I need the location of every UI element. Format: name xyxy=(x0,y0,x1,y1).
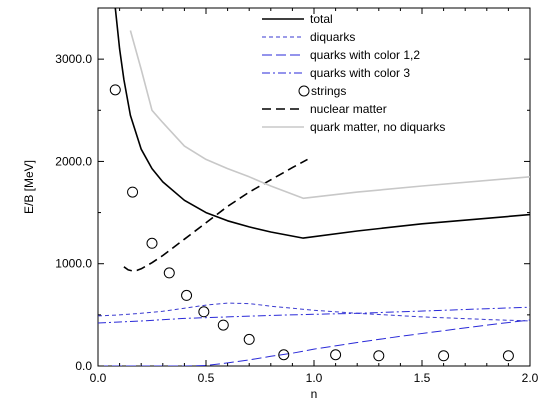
data-point xyxy=(217,319,229,331)
legend-entry-total: total xyxy=(262,12,333,26)
y-tick-label: 1000.0 xyxy=(55,257,92,271)
legend-marker xyxy=(298,85,310,97)
x-axis-label: n xyxy=(311,387,318,401)
legend-entry-quark-matter-no-diquarks: quark matter, no diquarks xyxy=(262,120,445,134)
series-layer xyxy=(98,8,530,366)
data-point xyxy=(438,350,450,362)
y-axis-label: E/B [MeV] xyxy=(22,160,36,214)
x-tick-label: 2.0 xyxy=(522,371,539,385)
series-line-quarks-with-color-3 xyxy=(98,306,530,324)
legend-entry-strings: strings xyxy=(298,84,346,98)
series-line-diquarks xyxy=(98,302,530,322)
legend-entry-diquarks: diquarks xyxy=(262,30,355,44)
series-line-total xyxy=(114,8,530,239)
legend-label: nuclear matter xyxy=(310,102,387,116)
data-point xyxy=(243,333,255,345)
data-point xyxy=(502,350,514,362)
ticks-layer: 0.0 0.5 1.0 1.5 2.0 0.0 1000.0 2000.0 3000.0 xyxy=(55,8,539,385)
series-strings xyxy=(109,84,514,362)
legend-label: quark matter, no diquarks xyxy=(310,120,445,134)
series-line-quarks-with-color-1-2 xyxy=(98,319,530,366)
data-point xyxy=(127,186,139,198)
legend: total diquarks quarks with color 1,2 quarks… xyxy=(262,12,445,134)
legend-label: total xyxy=(310,12,333,26)
data-point xyxy=(373,350,385,362)
y-tick-label: 3000.0 xyxy=(55,52,92,66)
data-point xyxy=(109,84,121,96)
data-point xyxy=(163,267,175,279)
data-point xyxy=(278,349,290,361)
legend-entry-nuclear-matter: nuclear matter xyxy=(262,102,387,116)
legend-label: quarks with color 1,2 xyxy=(310,48,420,62)
legend-label: strings xyxy=(311,84,346,98)
legend-entry-quarks-with-color-3: quarks with color 3 xyxy=(262,66,410,80)
x-tick-label: 0.5 xyxy=(198,371,215,385)
data-point xyxy=(146,237,158,249)
data-point xyxy=(181,289,193,301)
y-tick-label: 2000.0 xyxy=(55,154,92,168)
y-tick-label: 0.0 xyxy=(75,359,92,373)
x-tick-label: 0.0 xyxy=(90,371,107,385)
legend-entry-quarks-with-color-1-2: quarks with color 1,2 xyxy=(262,48,420,62)
series-line-quark-matter-no-diquarks xyxy=(129,30,530,200)
data-point xyxy=(330,349,342,361)
x-tick-label: 1.0 xyxy=(306,371,323,385)
legend-label: quarks with color 3 xyxy=(310,66,410,80)
x-tick-label: 1.5 xyxy=(414,371,431,385)
data-point xyxy=(198,306,210,318)
series-line-nuclear-matter xyxy=(123,158,308,272)
legend-label: diquarks xyxy=(310,30,355,44)
